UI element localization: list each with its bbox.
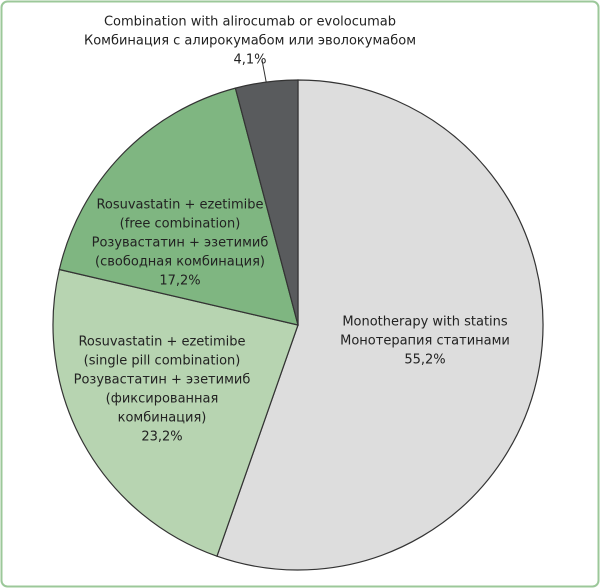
- slice-label: Комбинация с алирокумабом или эволокумаб…: [84, 34, 416, 49]
- slice-label: Rosuvastatin + ezetimibe: [78, 335, 245, 350]
- pie-slice: [58, 87, 299, 326]
- slice-label: Rosuvastatin + ezetimibe: [96, 198, 263, 213]
- slice-label: (single pill combination): [84, 354, 241, 369]
- pie-slice: [52, 268, 299, 557]
- slice-label: Combination with alirocumab or evolocuma…: [104, 15, 396, 30]
- slice-label: (фиксированная: [106, 392, 219, 407]
- value-label: 23,2%: [141, 430, 182, 445]
- slice-label: комбинация): [118, 411, 207, 426]
- slice-label: Монотерапия статинами: [340, 334, 510, 349]
- slice-label: (free combination): [120, 217, 241, 232]
- value-label: 55,2%: [404, 353, 445, 368]
- value-label: 4,1%: [233, 53, 266, 68]
- slice-label: (свободная комбинация): [95, 255, 265, 270]
- pie-slice: [234, 79, 299, 326]
- value-label: 17,2%: [159, 274, 200, 289]
- slice-label: Monotherapy with statins: [342, 315, 508, 330]
- slice-label: Розувастатин + эзетимиб: [92, 236, 269, 251]
- slice-label: Розувастатин + эзетимиб: [74, 373, 251, 388]
